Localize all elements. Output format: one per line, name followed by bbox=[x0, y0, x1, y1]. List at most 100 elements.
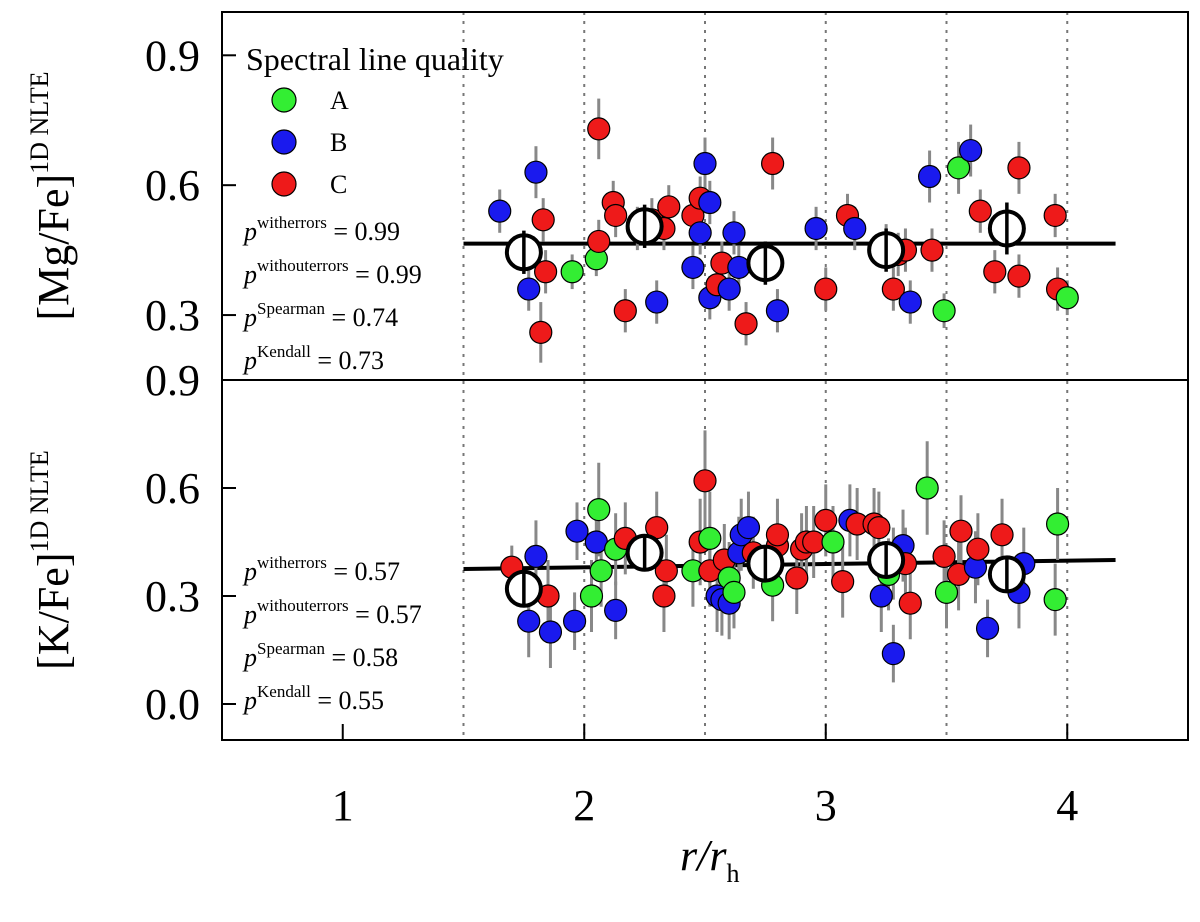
data-point-B bbox=[693, 151, 717, 176]
data-point-B bbox=[881, 641, 905, 666]
data-point-C bbox=[1007, 264, 1031, 288]
data-point-C bbox=[966, 537, 990, 561]
data-point-B bbox=[869, 584, 893, 608]
data-point-C bbox=[932, 544, 956, 569]
data-point-C bbox=[529, 320, 553, 344]
stat-withouterrors: pwithouterrors = 0.99 bbox=[242, 256, 422, 289]
data-point-A bbox=[560, 260, 584, 284]
y-tick-label: 0.0 bbox=[145, 680, 200, 729]
plot-frame bbox=[221, 11, 1189, 741]
x-tick-label: 4 bbox=[1056, 781, 1078, 830]
data-point-A bbox=[1043, 587, 1067, 612]
data-point-B bbox=[722, 221, 746, 245]
tick-labels: 1 2 3 4 0.3 0.6 0.9 0.0 0.3 0.6 0.9 bbox=[145, 31, 1078, 830]
data-point-C bbox=[898, 591, 922, 615]
data-point-B bbox=[975, 616, 1000, 641]
data-point-C bbox=[1043, 203, 1067, 228]
data-point-C bbox=[761, 151, 785, 176]
stat-witherrors: pwitherrors = 0.99 bbox=[242, 213, 400, 246]
binned-means bbox=[504, 202, 1026, 608]
data-point-B bbox=[898, 290, 922, 314]
data-point-C bbox=[881, 277, 905, 301]
axes-frame bbox=[221, 11, 1189, 741]
statistics-annotations: pwitherrors = 0.99 pwithouterrors = 0.99 p… bbox=[242, 213, 422, 715]
data-point-C bbox=[587, 229, 611, 254]
data-point-B bbox=[517, 609, 541, 633]
axis-ticks bbox=[222, 54, 1069, 740]
y-tick-label: 0.6 bbox=[145, 161, 200, 210]
data-point-C bbox=[587, 117, 611, 141]
data-point-C bbox=[734, 312, 758, 336]
data-point-A bbox=[946, 156, 971, 180]
data-point-C bbox=[534, 260, 558, 284]
data-point-C bbox=[968, 199, 992, 223]
data-point-C bbox=[983, 260, 1007, 284]
y-axis-title-k: [K/Fe]1D NLTE bbox=[25, 450, 78, 670]
data-point-B bbox=[538, 620, 563, 644]
data-point-B bbox=[917, 164, 942, 189]
data-point-A bbox=[579, 584, 604, 608]
x-axis-title: r/rh bbox=[680, 831, 739, 888]
stat-kendall: pKendall = 0.73 bbox=[242, 342, 384, 375]
data-point-B bbox=[584, 530, 608, 554]
x-tick-label: 1 bbox=[332, 781, 354, 830]
data-point-A bbox=[932, 299, 956, 323]
legend-marker-B bbox=[271, 129, 297, 155]
stat-witherrors: pwitherrors = 0.57 bbox=[242, 553, 400, 586]
data-point-B bbox=[562, 609, 587, 633]
data-point-C bbox=[920, 238, 944, 262]
data-point-B bbox=[524, 544, 548, 569]
legend-marker-A bbox=[271, 87, 297, 113]
data-point-B bbox=[727, 255, 751, 280]
data-point-C bbox=[814, 508, 838, 533]
data-point-A bbox=[934, 580, 959, 605]
data-point-A bbox=[1055, 286, 1079, 310]
data-point-A bbox=[915, 476, 939, 500]
y-tick-label: 0.9 bbox=[145, 356, 200, 405]
data-point-A bbox=[821, 530, 845, 554]
data-point-C bbox=[693, 469, 717, 493]
data-point-C bbox=[652, 584, 676, 608]
data-point-B bbox=[804, 216, 828, 241]
data-point-B bbox=[688, 221, 712, 245]
data-point-A bbox=[698, 526, 722, 551]
data-point-B bbox=[843, 216, 867, 241]
data-point-B bbox=[681, 255, 705, 280]
data-point-B bbox=[604, 598, 628, 623]
stat-spearman: pSpearman = 0.74 bbox=[242, 299, 398, 332]
y-tick-label: 0.9 bbox=[145, 31, 200, 80]
data-point-A bbox=[589, 559, 613, 583]
data-point-A bbox=[722, 580, 746, 605]
data-point-B bbox=[565, 519, 589, 543]
data-point-B bbox=[488, 199, 512, 223]
data-points bbox=[488, 117, 1079, 666]
data-point-B bbox=[645, 290, 669, 314]
data-point-B bbox=[698, 190, 722, 215]
data-point-B bbox=[517, 277, 541, 301]
data-point-C bbox=[765, 523, 790, 547]
y-tick-label: 0.3 bbox=[145, 572, 200, 621]
data-point-C bbox=[654, 559, 678, 583]
data-point-B bbox=[736, 515, 761, 540]
data-point-C bbox=[613, 299, 637, 323]
stat-kendall: pKendall = 0.55 bbox=[242, 682, 384, 715]
data-point-A bbox=[587, 498, 611, 522]
stat-withouterrors: pwithouterrors = 0.57 bbox=[242, 596, 422, 629]
data-point-C bbox=[831, 569, 855, 594]
data-point-C bbox=[802, 530, 826, 554]
data-point-C bbox=[657, 195, 681, 219]
data-point-C bbox=[785, 566, 809, 590]
data-point-C bbox=[531, 208, 555, 232]
x-tick-label: 2 bbox=[573, 781, 595, 830]
y-tick-label: 0.6 bbox=[145, 464, 200, 513]
data-point-B bbox=[765, 299, 790, 323]
data-point-C bbox=[1007, 156, 1031, 180]
data-point-C bbox=[949, 519, 973, 543]
x-tick-label: 3 bbox=[815, 781, 837, 830]
y-tick-label: 0.3 bbox=[145, 291, 200, 340]
legend-label-A: A bbox=[330, 86, 349, 115]
data-point-C bbox=[814, 277, 838, 301]
data-point-B bbox=[717, 277, 741, 301]
legend-marker-C bbox=[271, 171, 297, 197]
